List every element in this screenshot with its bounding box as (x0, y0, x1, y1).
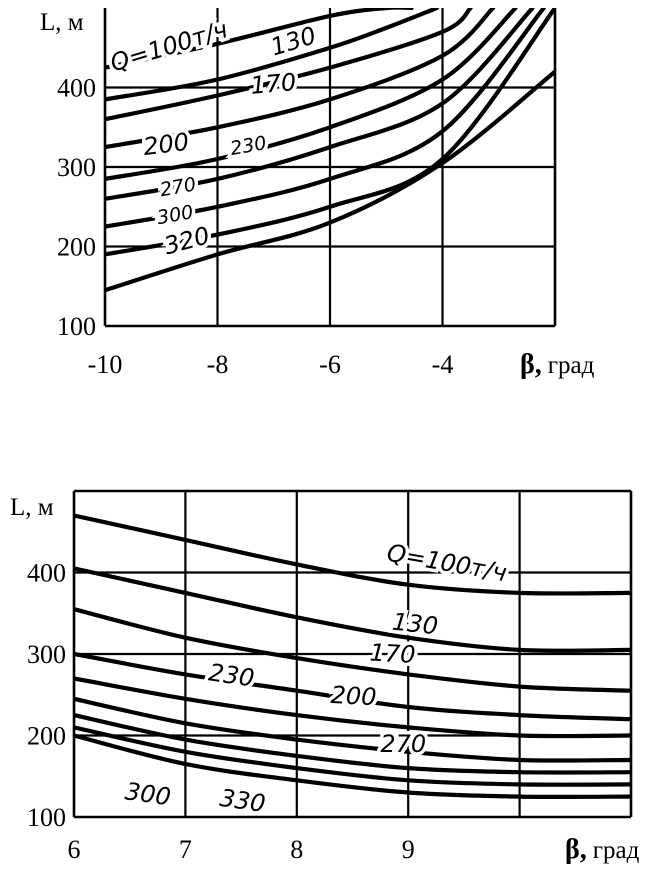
x-tick-label: 8 (290, 835, 303, 864)
series-label: 330 (218, 784, 267, 818)
series-label: Q=100т/ч (107, 15, 231, 77)
series-line (105, 8, 555, 257)
series-line (105, 8, 496, 150)
series-line (105, 8, 473, 122)
series-line (105, 8, 535, 201)
series-label: Q=100т/ч (385, 539, 509, 588)
series-line (105, 8, 439, 102)
series-label: 170 (249, 68, 297, 100)
series-line (105, 8, 414, 70)
series-line (74, 696, 631, 763)
series-label: 200 (142, 128, 191, 161)
y-tick-label: 400 (27, 559, 66, 588)
x-tick-label: -8 (207, 350, 229, 379)
x-tick-label: -10 (88, 350, 123, 379)
x-axis-label: β, град (565, 834, 640, 865)
series-line (74, 651, 631, 722)
series-line (74, 713, 631, 775)
y-axis-label: L, м (40, 9, 84, 36)
y-axis-label: L, м (10, 494, 54, 521)
chart-top: -10 -8 -6 -4 100 200 300 400 L, м β, град Q=100т/ч 1… (40, 8, 595, 380)
series-line (105, 8, 546, 229)
series-line (74, 725, 631, 787)
x-tick-label: -6 (319, 350, 341, 379)
series-line (74, 733, 631, 800)
series-label: 200 (330, 681, 377, 711)
y-tick-label: 300 (57, 153, 96, 182)
series-label: 130 (391, 608, 439, 641)
y-tick-label: 100 (27, 803, 66, 832)
series-line (74, 676, 631, 739)
series-line (105, 69, 555, 293)
series-label: 170 (369, 639, 416, 669)
x-tick-label: 9 (402, 835, 415, 864)
series-line (105, 8, 518, 181)
series-label: 270 (158, 173, 198, 201)
series-label: 300 (123, 777, 172, 811)
series-label: 270 (380, 730, 426, 758)
chart-bottom: 6 7 8 9 100 200 300 400 L, м β, град Q=100т/ч 130170… (10, 489, 640, 865)
y-tick-label: 400 (57, 74, 96, 103)
y-tick-label: 200 (27, 722, 66, 751)
series-label: 230 (207, 658, 256, 692)
x-tick-label: -4 (432, 350, 454, 379)
series-label: 230 (229, 132, 269, 160)
series-line (74, 607, 631, 693)
x-axis-label: β, град (520, 349, 595, 380)
y-tick-label: 100 (57, 312, 96, 341)
y-tick-label: 300 (27, 640, 66, 669)
series-line (74, 566, 631, 653)
x-tick-label: 6 (68, 835, 81, 864)
x-tick-label: 7 (179, 835, 192, 864)
series-line (74, 513, 631, 596)
y-tick-label: 200 (57, 233, 96, 262)
